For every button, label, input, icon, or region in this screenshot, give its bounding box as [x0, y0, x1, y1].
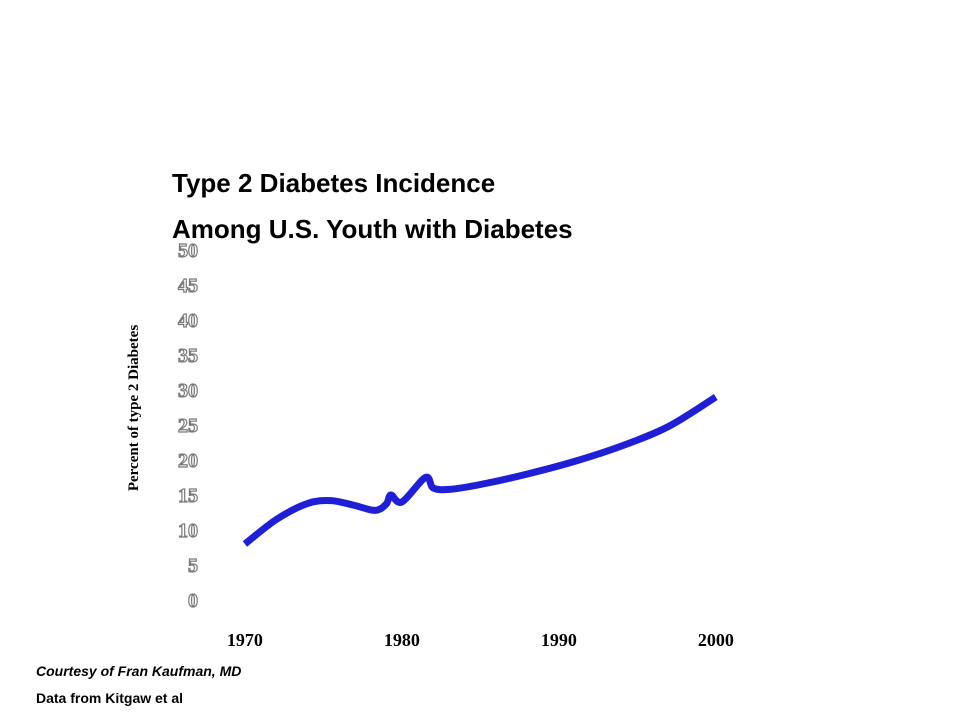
credit-courtesy: Courtesy of Fran Kaufman, MD	[36, 663, 242, 679]
y-tick-label: 25	[178, 415, 198, 437]
y-tick-labels: 0 5 10 15 20 25 30 35 40 45 50	[177, 239, 198, 612]
y-tick-label: 20	[178, 450, 198, 472]
x-tick-label: 1980	[384, 630, 420, 650]
y-tick-label: 50	[178, 240, 198, 262]
y-tick-label: 0	[188, 590, 198, 612]
chart-title-line-2: Among U.S. Youth with Diabetes	[172, 214, 573, 244]
y-tick-label: 5	[188, 555, 198, 577]
y-tick-label: 10	[178, 520, 198, 542]
series-group	[242, 394, 718, 547]
y-tick-label: 15	[178, 485, 198, 507]
y-tick-label: 30	[178, 380, 198, 402]
y-tick-label: 45	[178, 275, 198, 297]
y-tick-label: 35	[178, 345, 198, 367]
x-tick-labels: 1970 1980 1990 2000	[227, 630, 734, 650]
credit-source: Data from Kitgaw et al	[36, 690, 184, 706]
y-axis-label: Percent of type 2 Diabetes	[126, 325, 142, 492]
y-tick-label: 40	[178, 310, 198, 332]
x-tick-label: 1990	[541, 630, 577, 650]
x-tick-label: 1970	[227, 630, 263, 650]
chart-title-line-1: Type 2 Diabetes Incidence	[172, 168, 496, 198]
x-tick-label: 2000	[698, 630, 734, 650]
series-line	[242, 394, 718, 547]
